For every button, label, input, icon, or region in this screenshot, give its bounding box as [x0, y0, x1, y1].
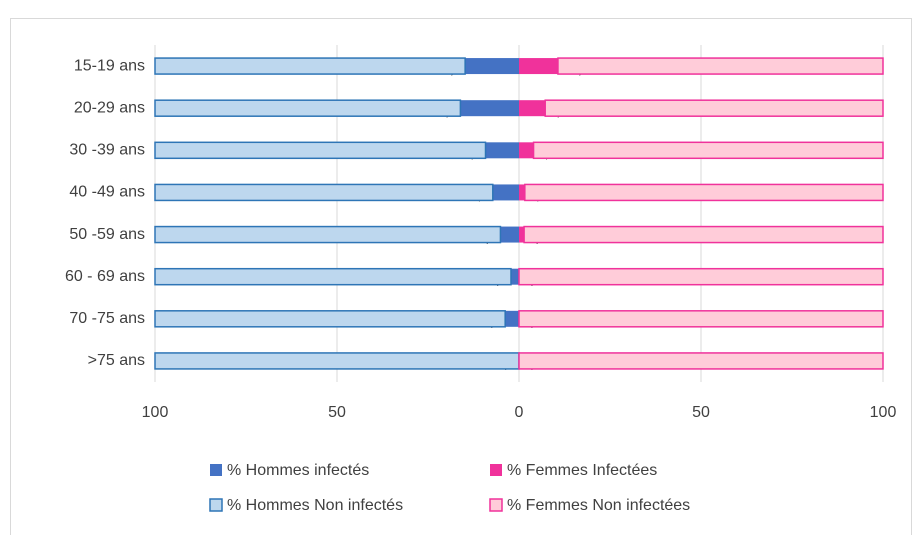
bar [519, 184, 525, 201]
legend-swatch [489, 498, 503, 512]
bar [154, 57, 466, 75]
x-tick-label: 100 [870, 404, 897, 421]
bar [485, 142, 519, 159]
y-tick-label: 60 - 69 ans [65, 268, 145, 285]
bar [510, 268, 519, 285]
y-tick-label: 70 -75 ans [69, 310, 145, 327]
y-tick-label: >75 ans [88, 352, 145, 369]
bar [518, 352, 884, 370]
bar [460, 100, 519, 117]
bar [518, 267, 884, 286]
bar [519, 226, 525, 243]
legend-label: % Hommes infectés [227, 462, 369, 479]
legend-label: % Femmes Non infectées [507, 497, 690, 514]
bar [492, 184, 519, 201]
bar [154, 310, 506, 328]
bar [518, 310, 884, 328]
bar [500, 226, 519, 243]
bar [524, 183, 884, 202]
legend-label: % Femmes Infectées [507, 462, 657, 479]
x-tick-label: 100 [142, 404, 169, 421]
y-tick-label: 15-19 ans [74, 57, 145, 74]
bar [523, 225, 884, 244]
y-tick-label: 20-29 ans [74, 99, 145, 116]
legend-swatch [209, 498, 223, 512]
y-tick-label: 50 -59 ans [69, 226, 145, 243]
x-tick-label: 50 [692, 404, 710, 421]
bar [465, 58, 519, 75]
x-tick-label: 0 [515, 404, 524, 421]
bar [154, 225, 502, 244]
bar [519, 142, 534, 159]
y-tick-label: 30 -39 ans [69, 142, 145, 159]
bar [557, 57, 884, 75]
bar [154, 352, 520, 370]
x-tick-label: 50 [328, 404, 346, 421]
legend-swatch [490, 464, 502, 476]
y-tick-label: 40 -49 ans [69, 184, 145, 201]
bar [544, 99, 884, 117]
bar [519, 58, 558, 75]
legend-label: % Hommes Non infectés [227, 497, 403, 514]
bar [154, 141, 487, 160]
bar [505, 310, 519, 327]
bar [532, 141, 884, 160]
bar [154, 267, 512, 286]
bar [519, 100, 546, 117]
bar [154, 183, 494, 202]
legend-swatch [210, 464, 222, 476]
bar [154, 99, 462, 117]
